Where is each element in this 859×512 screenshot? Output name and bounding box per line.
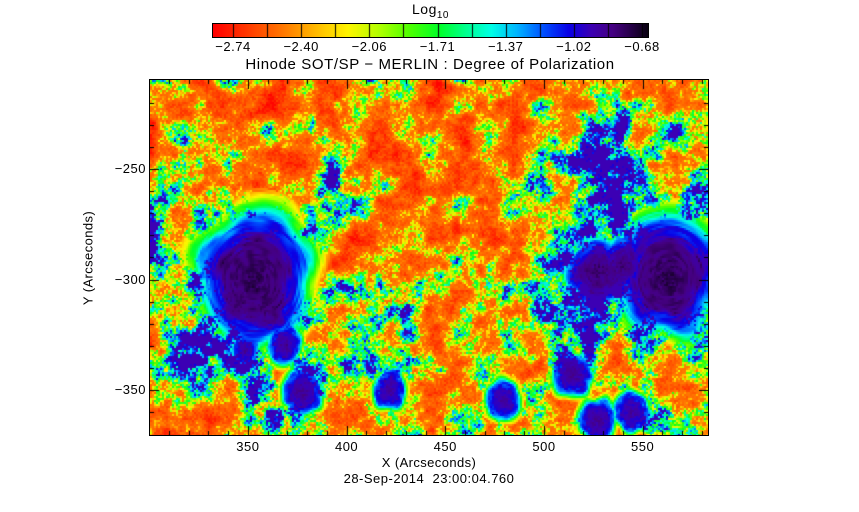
heatmap-plot [149, 79, 709, 436]
colorbar-tick-label: −0.68 [624, 39, 660, 54]
timestamp: 28-Sep-2014 23:00:04.760 [343, 471, 515, 486]
colorbar-tick-labels: −2.74 −2.40 −2.06 −1.71 −1.37 −1.02 −0.68 [212, 39, 659, 54]
y-tick-label: −300 [114, 271, 146, 287]
colorbar-tick-label: −1.02 [556, 39, 592, 54]
colorbar-gradient [213, 24, 648, 37]
x-tick-label: 450 [433, 439, 457, 454]
colorbar-title-main: Log [412, 1, 437, 17]
y-axis-label: Y (Arcseconds) [80, 210, 96, 306]
colorbar [212, 23, 649, 38]
colorbar-tick-label: −2.40 [283, 39, 319, 54]
colorbar-tick-label: −1.71 [419, 39, 456, 54]
y-tick-label: −250 [114, 161, 146, 177]
colorbar-tick-label: −2.74 [215, 39, 251, 54]
y-tick-label: −350 [114, 382, 146, 398]
plot-title: Hinode SOT/SP − MERLIN : Degree of Polar… [245, 56, 615, 73]
colorbar-title-sub: 10 [436, 9, 449, 21]
colorbar-title: Log10 [212, 1, 649, 21]
x-tick-label: 350 [236, 439, 260, 454]
colorbar-tick-label: −2.06 [351, 39, 388, 54]
x-tick-label: 550 [631, 439, 655, 454]
x-axis-label: X (Arcseconds) [381, 455, 477, 470]
heatmap-canvas [150, 80, 708, 435]
x-tick-label: 400 [334, 439, 359, 454]
colorbar-tick-label: −1.37 [487, 39, 524, 54]
x-tick-label: 500 [532, 439, 556, 454]
